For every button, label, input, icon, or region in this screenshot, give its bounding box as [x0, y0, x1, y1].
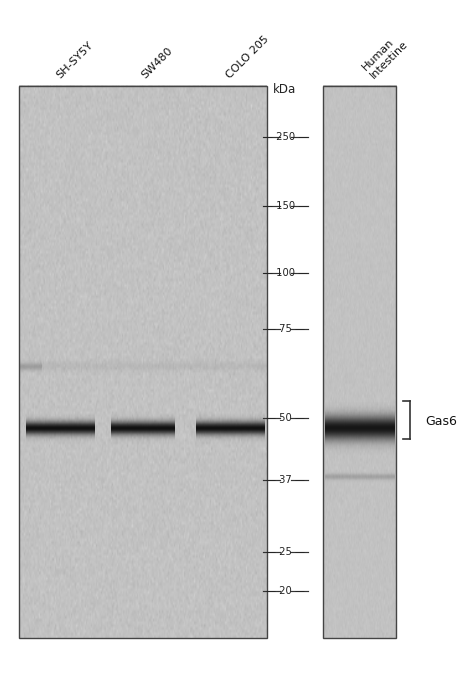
- Text: — 25 —: — 25 —: [266, 547, 305, 557]
- Text: SH-SY5Y: SH-SY5Y: [54, 40, 95, 80]
- Text: — 250 —: — 250 —: [263, 132, 308, 142]
- Text: SW480: SW480: [139, 45, 174, 80]
- Text: — 150 —: — 150 —: [263, 201, 308, 211]
- Text: kDa: kDa: [273, 83, 296, 95]
- Text: — 37 —: — 37 —: [266, 475, 305, 485]
- Text: — 75 —: — 75 —: [266, 324, 305, 334]
- Text: — 100 —: — 100 —: [263, 268, 308, 278]
- Bar: [323, 86, 396, 638]
- Text: Human
Intestine: Human Intestine: [360, 30, 410, 80]
- Text: — 50 —: — 50 —: [266, 414, 305, 423]
- Text: Gas6: Gas6: [425, 416, 457, 428]
- Text: COLO 205: COLO 205: [224, 34, 271, 80]
- Text: — 20 —: — 20 —: [266, 587, 305, 596]
- Bar: [19, 86, 267, 638]
